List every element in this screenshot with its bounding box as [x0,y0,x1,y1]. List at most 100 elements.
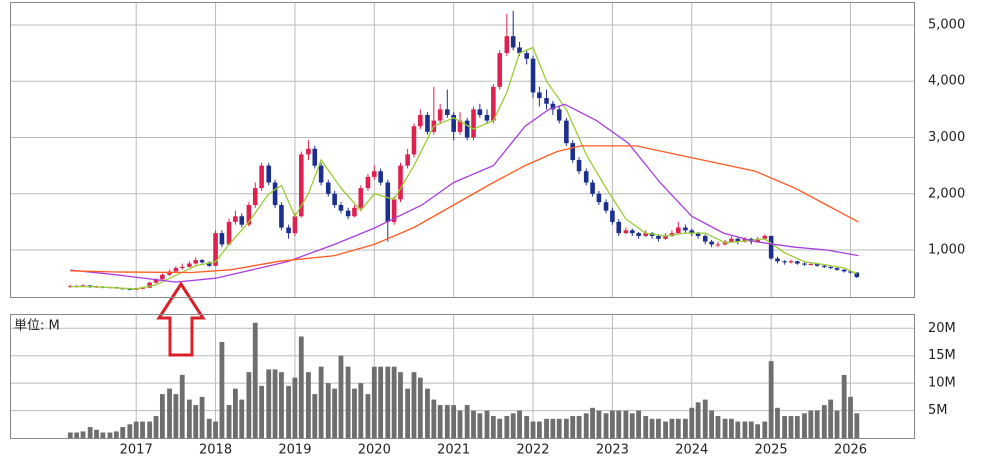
candle-body [596,193,602,203]
moving-average-line [70,103,859,283]
volume-bar [669,418,675,438]
candle-body [187,263,192,267]
candle-body [398,165,403,200]
candle-body [206,262,212,266]
candle-body [160,274,165,280]
volume-bar [510,413,516,438]
volume-bar [808,410,814,438]
moving-average-line [70,145,859,274]
candle-body [603,202,609,211]
candle-body [226,221,232,245]
volume-bar [425,388,430,438]
volume-bar [550,418,556,438]
volume-bar [636,410,641,438]
x-tick-label: 2026 [834,443,867,458]
candle-body [610,210,615,222]
volume-bar [768,361,774,438]
volume-bar [352,388,357,438]
candle-body [457,120,463,132]
volume-bar [457,410,463,438]
candle-body [576,159,582,172]
volume-bar [153,416,159,438]
candle-body [715,244,721,246]
volume-bar [544,418,549,438]
candle-body [802,263,807,265]
candle-body [279,205,284,228]
volume-bar [332,388,338,438]
volume-bar [338,355,344,438]
candle-body [477,109,483,115]
volume-bar [616,410,622,438]
volume-bar [266,369,272,438]
volume-bar [709,410,715,438]
unit-label: 単位: M [14,318,60,334]
volume-bar [437,405,443,438]
volume-bar [279,372,284,438]
volume-bar [788,416,794,438]
volume-bar [802,413,807,438]
volume-bar [464,405,470,438]
volume-bar [497,418,503,438]
candle-body [530,58,536,93]
volume-bar [556,418,562,438]
candle-body [834,268,840,270]
candle-body [179,266,185,269]
candle-body [199,260,205,263]
volume-bar [325,383,331,438]
volume-bar [239,399,245,438]
candle-body [616,221,622,234]
candle-body [623,230,629,234]
volume-bar [828,399,834,438]
volume-bar [576,416,582,438]
candle-body [418,114,423,127]
volume-bar [477,413,483,438]
volume-bar [623,410,629,438]
candle-body [411,126,417,155]
candle-body [491,86,496,121]
volume-bar [80,431,86,438]
y-tick-label: 1,000 [928,243,965,258]
volume-bar [814,410,820,438]
volume-bar [87,427,93,438]
volume-bar [312,394,318,438]
volume-bar [748,421,754,438]
candle-body [643,233,649,236]
volume-bar [306,372,311,438]
price-panel [10,2,915,298]
volume-bar [417,377,423,438]
candle-body [656,235,661,239]
candle-body [683,227,688,231]
volume-bar [67,432,73,438]
volume-bar [590,407,595,438]
candle-body [213,233,218,266]
volume-bar [834,410,840,438]
candle-body [795,261,800,264]
candle-body [735,238,741,242]
candle-body [471,109,476,138]
volume-bar [735,421,741,438]
volume-bar [140,421,145,438]
candle-body [153,279,159,283]
candle-body [338,205,344,211]
volume-panel [10,314,915,439]
volume-bar [504,416,510,438]
y-tick-label: 10M [928,376,956,391]
y-tick-label: 3,000 [928,130,965,145]
volume-bar [848,396,853,438]
volume-bar [742,421,748,438]
candle-body [808,264,814,266]
x-tick-label: 2023 [596,443,629,458]
volume-bar [365,394,371,438]
volume-bar [318,366,324,438]
volume-bar [186,399,192,438]
candle-body [663,235,668,239]
y-tick-label: 20M [928,321,956,336]
volume-bar [530,421,536,438]
volume-bar [431,399,437,438]
candle-body [497,53,502,87]
candle-body [266,165,272,183]
plot-layer: 1,000 2,000 3,000 4,000 5,000 2017 2018 2019 202… [10,2,965,458]
candle-body [318,165,324,183]
volume-bar [272,369,278,438]
candle-body [451,114,456,132]
